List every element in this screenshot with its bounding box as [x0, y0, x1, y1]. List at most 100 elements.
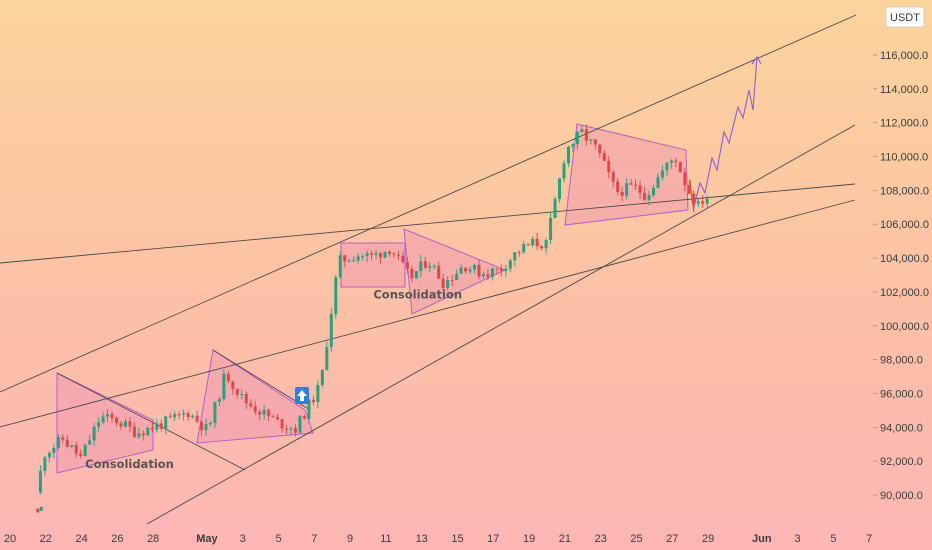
- candlestick[interactable]: [65, 434, 69, 448]
- candlestick[interactable]: [455, 269, 459, 281]
- candlestick[interactable]: [535, 232, 539, 250]
- candlestick[interactable]: [240, 389, 244, 400]
- candlestick[interactable]: [39, 506, 43, 511]
- candlestick[interactable]: [499, 264, 503, 277]
- candlestick[interactable]: [97, 417, 101, 432]
- candlestick[interactable]: [343, 254, 347, 268]
- candlestick[interactable]: [226, 370, 230, 384]
- candlestick[interactable]: [168, 412, 172, 418]
- candlestick[interactable]: [549, 212, 553, 245]
- candlestick[interactable]: [701, 194, 705, 208]
- candlestick[interactable]: [177, 411, 181, 420]
- candlestick[interactable]: [222, 369, 226, 402]
- candlestick[interactable]: [540, 245, 544, 251]
- candlestick[interactable]: [687, 180, 691, 195]
- candlestick[interactable]: [522, 240, 526, 255]
- candlestick[interactable]: [267, 408, 271, 421]
- candlestick[interactable]: [387, 250, 391, 257]
- candlestick[interactable]: [258, 409, 262, 421]
- candlestick[interactable]: [423, 256, 427, 270]
- candlestick[interactable]: [495, 268, 499, 275]
- candlestick[interactable]: [656, 172, 660, 189]
- candlestick[interactable]: [74, 441, 78, 458]
- candlestick[interactable]: [589, 138, 593, 145]
- candlestick[interactable]: [620, 186, 624, 202]
- candlestick[interactable]: [553, 196, 557, 219]
- candlestick[interactable]: [441, 273, 445, 294]
- candlestick[interactable]: [517, 250, 521, 258]
- candlestick[interactable]: [307, 398, 311, 424]
- candlestick[interactable]: [558, 177, 562, 203]
- candlestick[interactable]: [141, 430, 145, 441]
- candlestick[interactable]: [665, 161, 669, 177]
- candlestick[interactable]: [352, 256, 356, 262]
- candlestick[interactable]: [213, 401, 217, 428]
- candlestick[interactable]: [280, 418, 284, 433]
- candlestick[interactable]: [428, 262, 432, 273]
- candlestick[interactable]: [289, 426, 293, 436]
- candlestick[interactable]: [696, 198, 700, 207]
- candlestick[interactable]: [106, 409, 110, 422]
- candlestick[interactable]: [410, 266, 414, 282]
- candlestick[interactable]: [110, 411, 114, 423]
- candlestick[interactable]: [379, 251, 383, 264]
- candlestick[interactable]: [490, 267, 494, 281]
- candlestick[interactable]: [450, 275, 454, 287]
- candlestick[interactable]: [311, 396, 315, 406]
- candlestick[interactable]: [285, 425, 289, 435]
- candlestick[interactable]: [132, 421, 136, 438]
- candlestick[interactable]: [262, 405, 266, 420]
- candlestick[interactable]: [92, 422, 96, 446]
- candlestick[interactable]: [182, 409, 186, 421]
- candlestick[interactable]: [566, 145, 570, 167]
- candlestick[interactable]: [643, 186, 647, 202]
- candlestick[interactable]: [401, 251, 405, 264]
- candlestick[interactable]: [584, 124, 588, 146]
- candlestick[interactable]: [186, 410, 190, 422]
- candlestick[interactable]: [629, 179, 633, 186]
- candlestick[interactable]: [128, 416, 132, 433]
- candlestick[interactable]: [669, 159, 673, 169]
- candlestick[interactable]: [678, 161, 682, 173]
- candlestick[interactable]: [123, 418, 127, 428]
- candlestick[interactable]: [414, 270, 418, 280]
- candlestick[interactable]: [437, 260, 441, 279]
- candlestick[interactable]: [146, 427, 150, 436]
- candlestick[interactable]: [83, 444, 87, 457]
- candlestick[interactable]: [43, 455, 47, 476]
- candlestick[interactable]: [481, 271, 485, 279]
- candlestick[interactable]: [204, 418, 208, 436]
- candlestick[interactable]: [347, 258, 351, 262]
- candlestick[interactable]: [405, 257, 409, 274]
- candlestick[interactable]: [598, 144, 602, 158]
- candlestick[interactable]: [191, 413, 195, 419]
- candlestick[interactable]: [195, 411, 199, 424]
- candlestick[interactable]: [316, 380, 320, 409]
- candlestick[interactable]: [271, 414, 275, 418]
- candlestick[interactable]: [253, 400, 257, 416]
- candlestick[interactable]: [652, 184, 656, 198]
- candlestick[interactable]: [235, 388, 239, 399]
- candlestick[interactable]: [298, 414, 302, 434]
- candlestick[interactable]: [486, 269, 490, 281]
- candlestick[interactable]: [294, 424, 298, 437]
- candlestick[interactable]: [38, 465, 42, 495]
- candlestick[interactable]: [150, 421, 154, 433]
- candlestick[interactable]: [683, 167, 687, 192]
- candlestick[interactable]: [101, 412, 105, 425]
- candlestick[interactable]: [320, 369, 324, 388]
- candlestick[interactable]: [607, 156, 611, 179]
- candlestick[interactable]: [47, 450, 51, 463]
- candlestick[interactable]: [544, 238, 548, 254]
- candlestick[interactable]: [616, 178, 620, 195]
- candlestick[interactable]: [464, 267, 468, 274]
- candlestick[interactable]: [477, 260, 481, 280]
- candlestick[interactable]: [56, 433, 60, 450]
- candlestick[interactable]: [36, 508, 40, 513]
- candlestick[interactable]: [419, 254, 423, 278]
- candlestick[interactable]: [70, 444, 74, 449]
- candlestick[interactable]: [383, 251, 387, 259]
- candlestick[interactable]: [231, 380, 235, 395]
- candlestick[interactable]: [115, 416, 119, 427]
